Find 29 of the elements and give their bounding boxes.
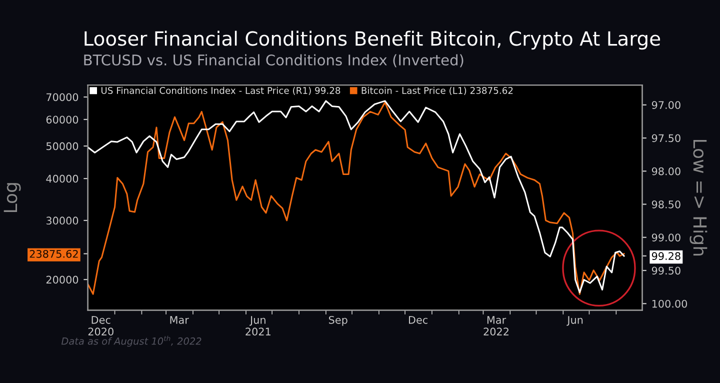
y-tick-label: 30000 bbox=[46, 216, 78, 225]
y-tick-label: 60000 bbox=[46, 116, 78, 124]
x-tick-label: Sep bbox=[328, 316, 348, 326]
chart-title: Looser Financial Conditions Benefit Bitcoin, Crypto At Large bbox=[84, 30, 660, 50]
y-axis-title: Log bbox=[4, 183, 21, 212]
y-tick-label: 70000 bbox=[46, 93, 78, 102]
y-tick-label: 23875.62 bbox=[30, 250, 78, 258]
legend-label: Bitcoin - Last Price (L1) 23875.62 bbox=[362, 86, 513, 96]
y2-tick-label: 97.50 bbox=[652, 134, 680, 142]
y-tick-label: 50000 bbox=[46, 142, 78, 150]
y2-tick-label: 100.00 bbox=[652, 300, 688, 308]
y2-tick-label: 99.50 bbox=[652, 266, 680, 275]
y2-tick-label: 98.50 bbox=[652, 200, 680, 208]
y2-tick-label: 99.28 bbox=[652, 252, 680, 260]
x-tick-label: Mar bbox=[170, 316, 189, 324]
legend-label: US Financial Conditions Index - Last Price (R1) 99.28 bbox=[101, 86, 340, 96]
x-tick-label: Jun bbox=[566, 316, 583, 326]
x-tick-label: Dec bbox=[408, 316, 428, 324]
y2-tick-label: 98.00 bbox=[652, 167, 680, 176]
y-tick-label: 20000 bbox=[46, 276, 78, 284]
x-tick-label: Dec 2020 bbox=[88, 316, 114, 336]
y2-tick-label: 99.00 bbox=[652, 234, 680, 242]
y2-tick-label: 97.00 bbox=[652, 101, 680, 110]
y-tick-label: 40000 bbox=[46, 174, 78, 183]
chart-subtitle: BTCUSD vs. US Financial Conditions Index (Inverted) bbox=[84, 54, 464, 68]
x-tick-label: Mar 2022 bbox=[484, 316, 508, 336]
x-tick-label: Jun 2021 bbox=[246, 316, 270, 336]
text: Data as of August 10$^{th}$, 2022 bbox=[61, 336, 202, 347]
y2-axis-title: Low => High bbox=[690, 140, 708, 256]
